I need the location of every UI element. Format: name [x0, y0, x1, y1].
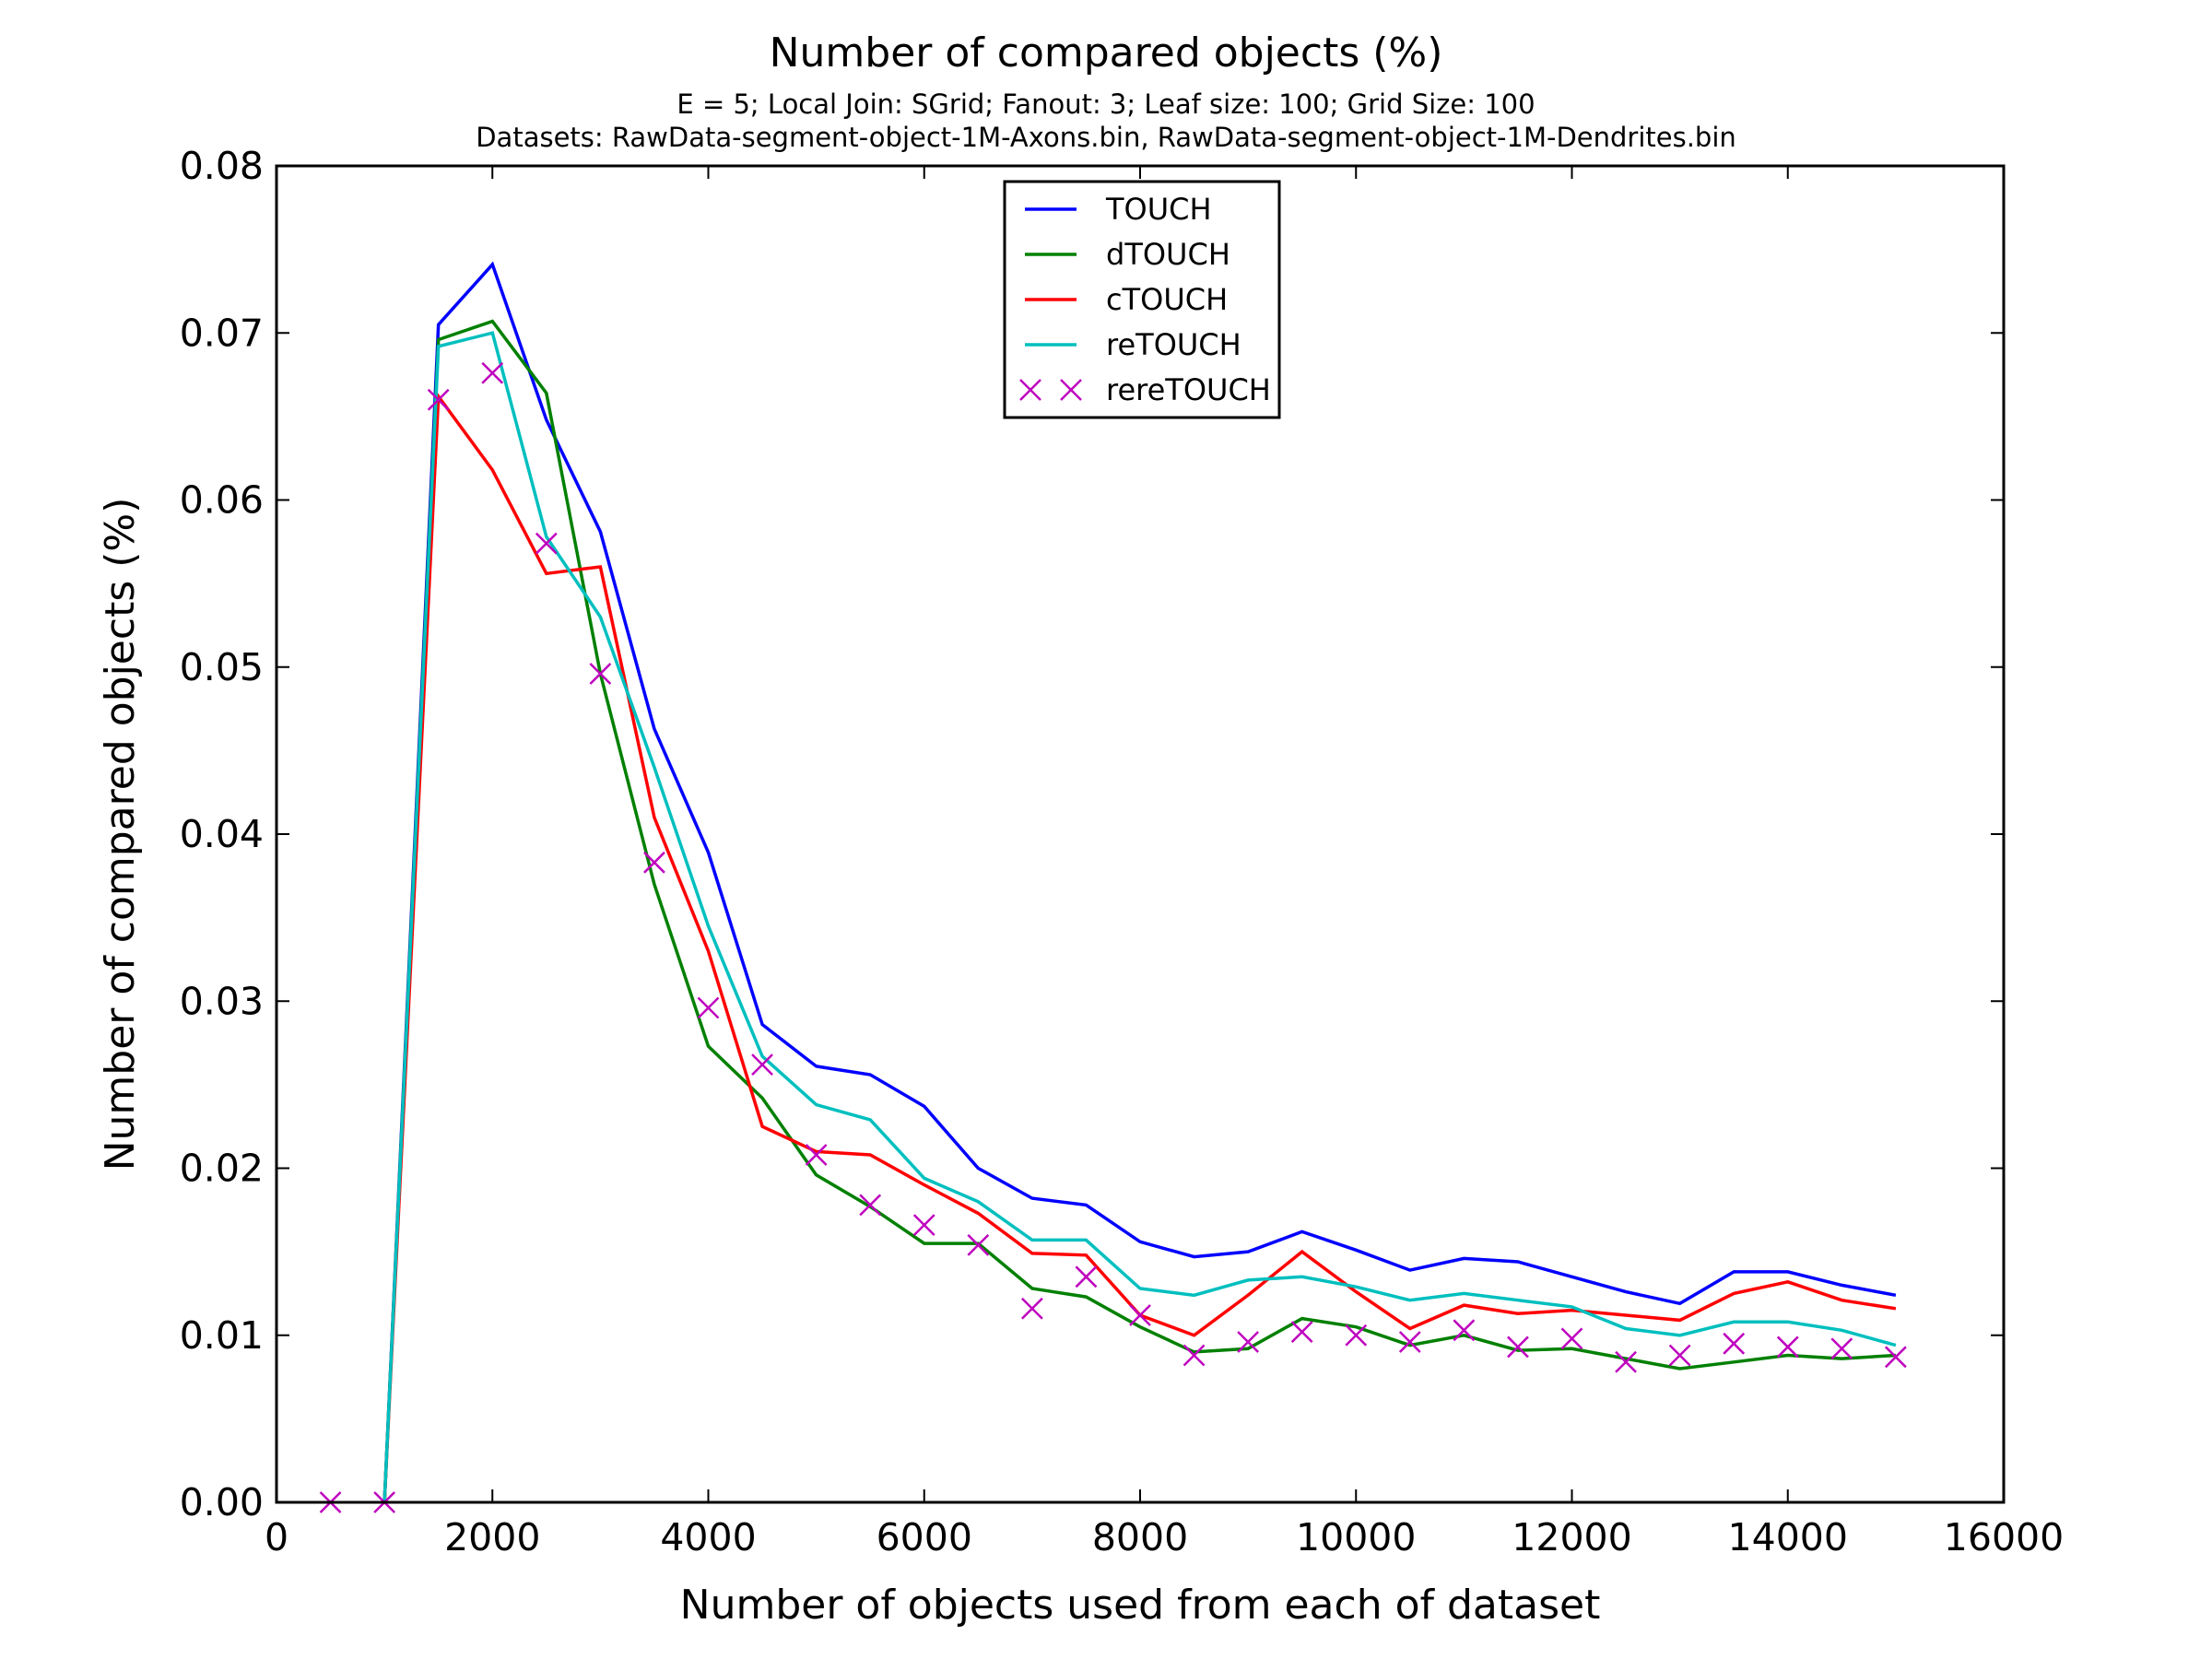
- x-tick-label: 4000: [660, 1515, 756, 1559]
- y-tick-label: 0.03: [180, 979, 264, 1023]
- legend-item-retouch: reTOUCH: [1025, 327, 1241, 362]
- data-point-reretouch: [1668, 1344, 1691, 1367]
- series-line-touch: [382, 261, 1897, 1503]
- data-point-reretouch: [1776, 1335, 1799, 1359]
- data-point-reretouch: [1020, 1297, 1043, 1320]
- chart-title: Number of compared objects (%): [770, 29, 1443, 76]
- tick-labels-layer: 0 2000 4000 6000 8000 10000 12000 14000 16000 0.0…: [180, 144, 2065, 1559]
- x-tick-label: 14000: [1728, 1515, 1848, 1559]
- legend-label-retouch: reTOUCH: [1106, 327, 1241, 362]
- legend-label-touch: TOUCH: [1105, 192, 1212, 227]
- data-point-reretouch: [535, 532, 558, 555]
- data-point-reretouch: [751, 1053, 773, 1077]
- data-point-reretouch: [1129, 1304, 1151, 1326]
- data-point-reretouch: [697, 996, 720, 1019]
- series-layer: [319, 261, 1907, 1513]
- legend-item-dtouch: dTOUCH: [1025, 237, 1230, 272]
- y-tick-label: 0.01: [180, 1313, 264, 1358]
- data-point-reretouch: [1237, 1331, 1260, 1353]
- legend-item-reretouch: rereTOUCH: [1019, 372, 1271, 407]
- legend-label-ctouch: cTOUCH: [1106, 282, 1228, 317]
- legend: TOUCH dTOUCH cTOUCH reTOUCH rereTOUCH: [1003, 180, 1281, 419]
- data-point-reretouch: [643, 851, 665, 874]
- data-point-reretouch: [1615, 1350, 1637, 1373]
- data-point-reretouch: [1830, 1337, 1853, 1360]
- data-point-reretouch: [912, 1214, 935, 1237]
- legend-marker: [1019, 379, 1041, 401]
- data-point-reretouch: [589, 663, 612, 685]
- y-tick-label: 0.04: [180, 812, 264, 856]
- ticks-layer: [276, 165, 2005, 1503]
- data-point-reretouch: [1560, 1327, 1583, 1350]
- legend-item-ctouch: cTOUCH: [1025, 282, 1228, 317]
- legend-label-dtouch: dTOUCH: [1106, 237, 1230, 272]
- legend-items: TOUCH dTOUCH cTOUCH reTOUCH rereTOUCH: [1019, 192, 1271, 407]
- data-point-reretouch: [1345, 1324, 1368, 1347]
- legend-item-touch: TOUCH: [1025, 192, 1212, 227]
- data-point-reretouch: [481, 361, 504, 384]
- x-tick-label: 16000: [1944, 1515, 2064, 1559]
- series-line-retouch: [382, 331, 1897, 1503]
- data-point-reretouch: [859, 1194, 882, 1217]
- y-axis-label: Number of compared objects (%): [97, 498, 144, 1171]
- data-point-reretouch: [427, 388, 450, 411]
- series-line-dtouch: [382, 319, 1897, 1503]
- y-tick-label: 0.08: [180, 144, 264, 188]
- data-point-reretouch: [1290, 1321, 1313, 1344]
- y-tick-label: 0.07: [180, 311, 264, 355]
- x-axis-label: Number of objects used from each of data…: [680, 1582, 1601, 1629]
- data-point-reretouch: [967, 1233, 990, 1256]
- x-tick-label: 8000: [1092, 1515, 1188, 1559]
- data-point-reretouch: [1075, 1265, 1098, 1288]
- y-tick-label: 0.06: [180, 478, 264, 523]
- x-tick-label: 12000: [1512, 1515, 1631, 1559]
- x-tick-label: 6000: [877, 1515, 972, 1559]
- x-tick-label: 10000: [1296, 1515, 1416, 1559]
- data-point-reretouch: [1723, 1332, 1746, 1355]
- series-line-ctouch: [382, 392, 1897, 1503]
- data-point-reretouch: [1398, 1331, 1421, 1353]
- series-markers-reretouch: [319, 361, 1907, 1513]
- y-tick-label: 0.02: [180, 1147, 264, 1191]
- y-tick-label: 0.00: [180, 1480, 264, 1524]
- chart-subtitle-line-1: E = 5; Local Join: SGrid; Fanout: 3; Lea…: [677, 88, 1535, 120]
- data-point-reretouch: [1453, 1319, 1476, 1342]
- data-point-reretouch: [805, 1144, 828, 1166]
- data-point-reretouch: [1884, 1346, 1907, 1369]
- x-tick-label: 0: [265, 1515, 288, 1559]
- data-point-reretouch: [1507, 1335, 1529, 1359]
- legend-label-reretouch: rereTOUCH: [1106, 372, 1271, 407]
- x-tick-label: 2000: [444, 1515, 540, 1559]
- data-point-reretouch: [1182, 1344, 1206, 1367]
- chart-subtitle-line-2: Datasets: RawData-segment-object-1M-Axon…: [476, 122, 1736, 153]
- y-tick-label: 0.05: [180, 645, 264, 689]
- legend-swatch-reretouch: [1019, 379, 1082, 401]
- legend-marker: [1060, 379, 1082, 401]
